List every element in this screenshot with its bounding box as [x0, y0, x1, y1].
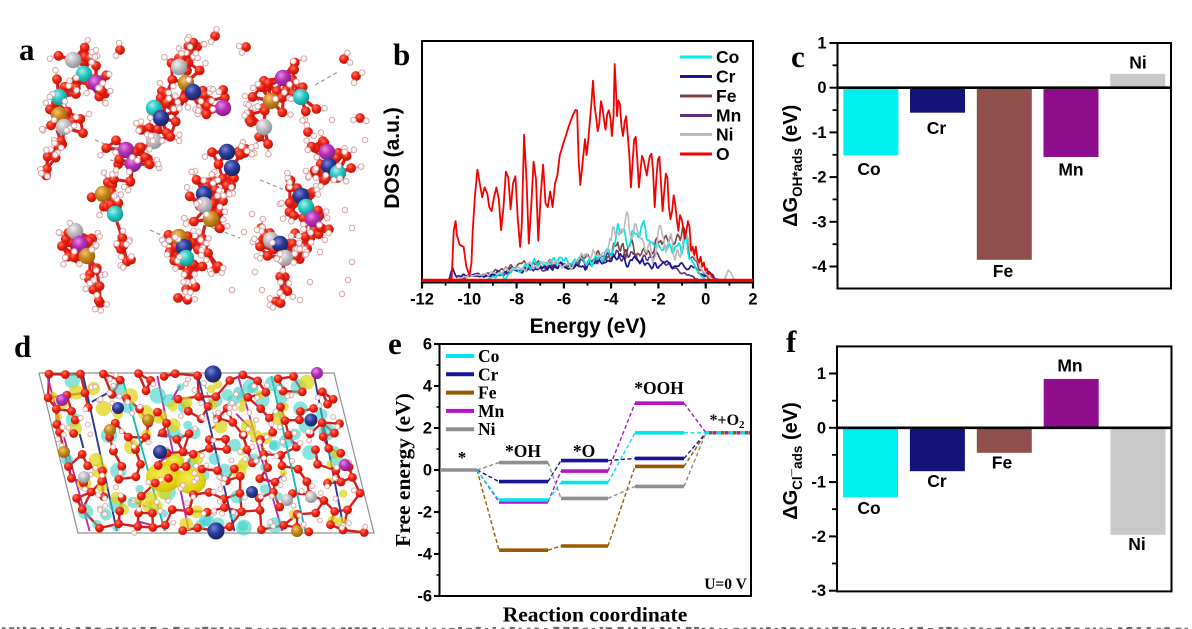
svg-text:Ni: Ni — [1128, 534, 1146, 554]
svg-text:-4: -4 — [604, 290, 619, 308]
svg-text:Ni: Ni — [478, 419, 496, 439]
svg-text:2: 2 — [748, 290, 757, 308]
svg-text:Fe: Fe — [478, 383, 497, 403]
svg-text:Co: Co — [716, 47, 739, 67]
svg-text:f: f — [786, 324, 797, 359]
svg-text:*+O2: *+O2 — [709, 412, 745, 431]
svg-text:-8: -8 — [509, 290, 524, 308]
svg-text:Reaction coordinate: Reaction coordinate — [503, 603, 688, 627]
svg-text:Ni: Ni — [1129, 53, 1147, 73]
svg-text:*OOH: *OOH — [634, 378, 684, 398]
svg-text:-6: -6 — [417, 588, 432, 606]
svg-text:Cr: Cr — [927, 118, 947, 138]
svg-text:2: 2 — [423, 420, 432, 438]
svg-text:ΔGCl¯ads (eV): ΔGCl¯ads (eV) — [780, 402, 805, 520]
svg-text:Mn: Mn — [1057, 356, 1082, 376]
svg-text:-2: -2 — [651, 290, 666, 308]
svg-text:Ni: Ni — [716, 125, 734, 145]
svg-text:0: 0 — [423, 462, 432, 480]
svg-text:-2: -2 — [417, 504, 432, 522]
svg-text:0: 0 — [817, 419, 826, 437]
svg-text:c: c — [791, 39, 805, 74]
svg-text:Fe: Fe — [992, 453, 1013, 473]
svg-text:Mn: Mn — [1058, 160, 1083, 180]
svg-text:d: d — [14, 329, 31, 364]
svg-text:*O: *O — [573, 441, 595, 461]
svg-text:-6: -6 — [557, 290, 572, 308]
svg-text:-2: -2 — [812, 169, 827, 187]
svg-text:b: b — [393, 37, 410, 72]
svg-text:Fe: Fe — [993, 261, 1014, 281]
svg-text:Co: Co — [478, 346, 500, 366]
svg-text:Fe: Fe — [716, 86, 737, 106]
svg-text:Co: Co — [857, 159, 880, 179]
svg-text:ΔGOH*ads (eV): ΔGOH*ads (eV) — [780, 105, 805, 227]
svg-text:Mn: Mn — [716, 106, 741, 126]
svg-text:e: e — [388, 326, 402, 361]
svg-text:-12: -12 — [410, 290, 434, 308]
svg-text:Energy (eV): Energy (eV) — [530, 315, 647, 338]
svg-text:DOS (a.u.): DOS (a.u.) — [381, 107, 404, 209]
svg-text:-4: -4 — [812, 258, 827, 276]
svg-text:-10: -10 — [457, 290, 481, 308]
svg-text:*OH: *OH — [505, 441, 541, 461]
svg-text:-1: -1 — [811, 474, 826, 492]
svg-text:1: 1 — [817, 35, 826, 53]
svg-text:0: 0 — [817, 79, 826, 97]
svg-text:a: a — [19, 32, 35, 67]
svg-text:Co: Co — [857, 498, 880, 518]
svg-text:-1: -1 — [812, 124, 827, 142]
svg-text:Cr: Cr — [927, 471, 947, 491]
svg-text:0: 0 — [701, 290, 710, 308]
svg-text:1: 1 — [817, 365, 826, 383]
svg-text:Mn: Mn — [478, 401, 505, 421]
svg-text:-4: -4 — [417, 546, 432, 564]
svg-text:U=0 V: U=0 V — [704, 576, 747, 593]
svg-text:-3: -3 — [812, 213, 827, 231]
svg-text:4: 4 — [423, 378, 433, 396]
svg-text:-3: -3 — [811, 582, 826, 600]
svg-text:*: * — [458, 448, 467, 467]
svg-text:Cr: Cr — [716, 67, 736, 87]
svg-text:6: 6 — [423, 336, 432, 354]
svg-text:-2: -2 — [811, 528, 826, 546]
svg-text:O: O — [716, 144, 730, 164]
svg-text:Free energy (eV): Free energy (eV) — [391, 393, 415, 547]
svg-text:Cr: Cr — [478, 364, 499, 384]
